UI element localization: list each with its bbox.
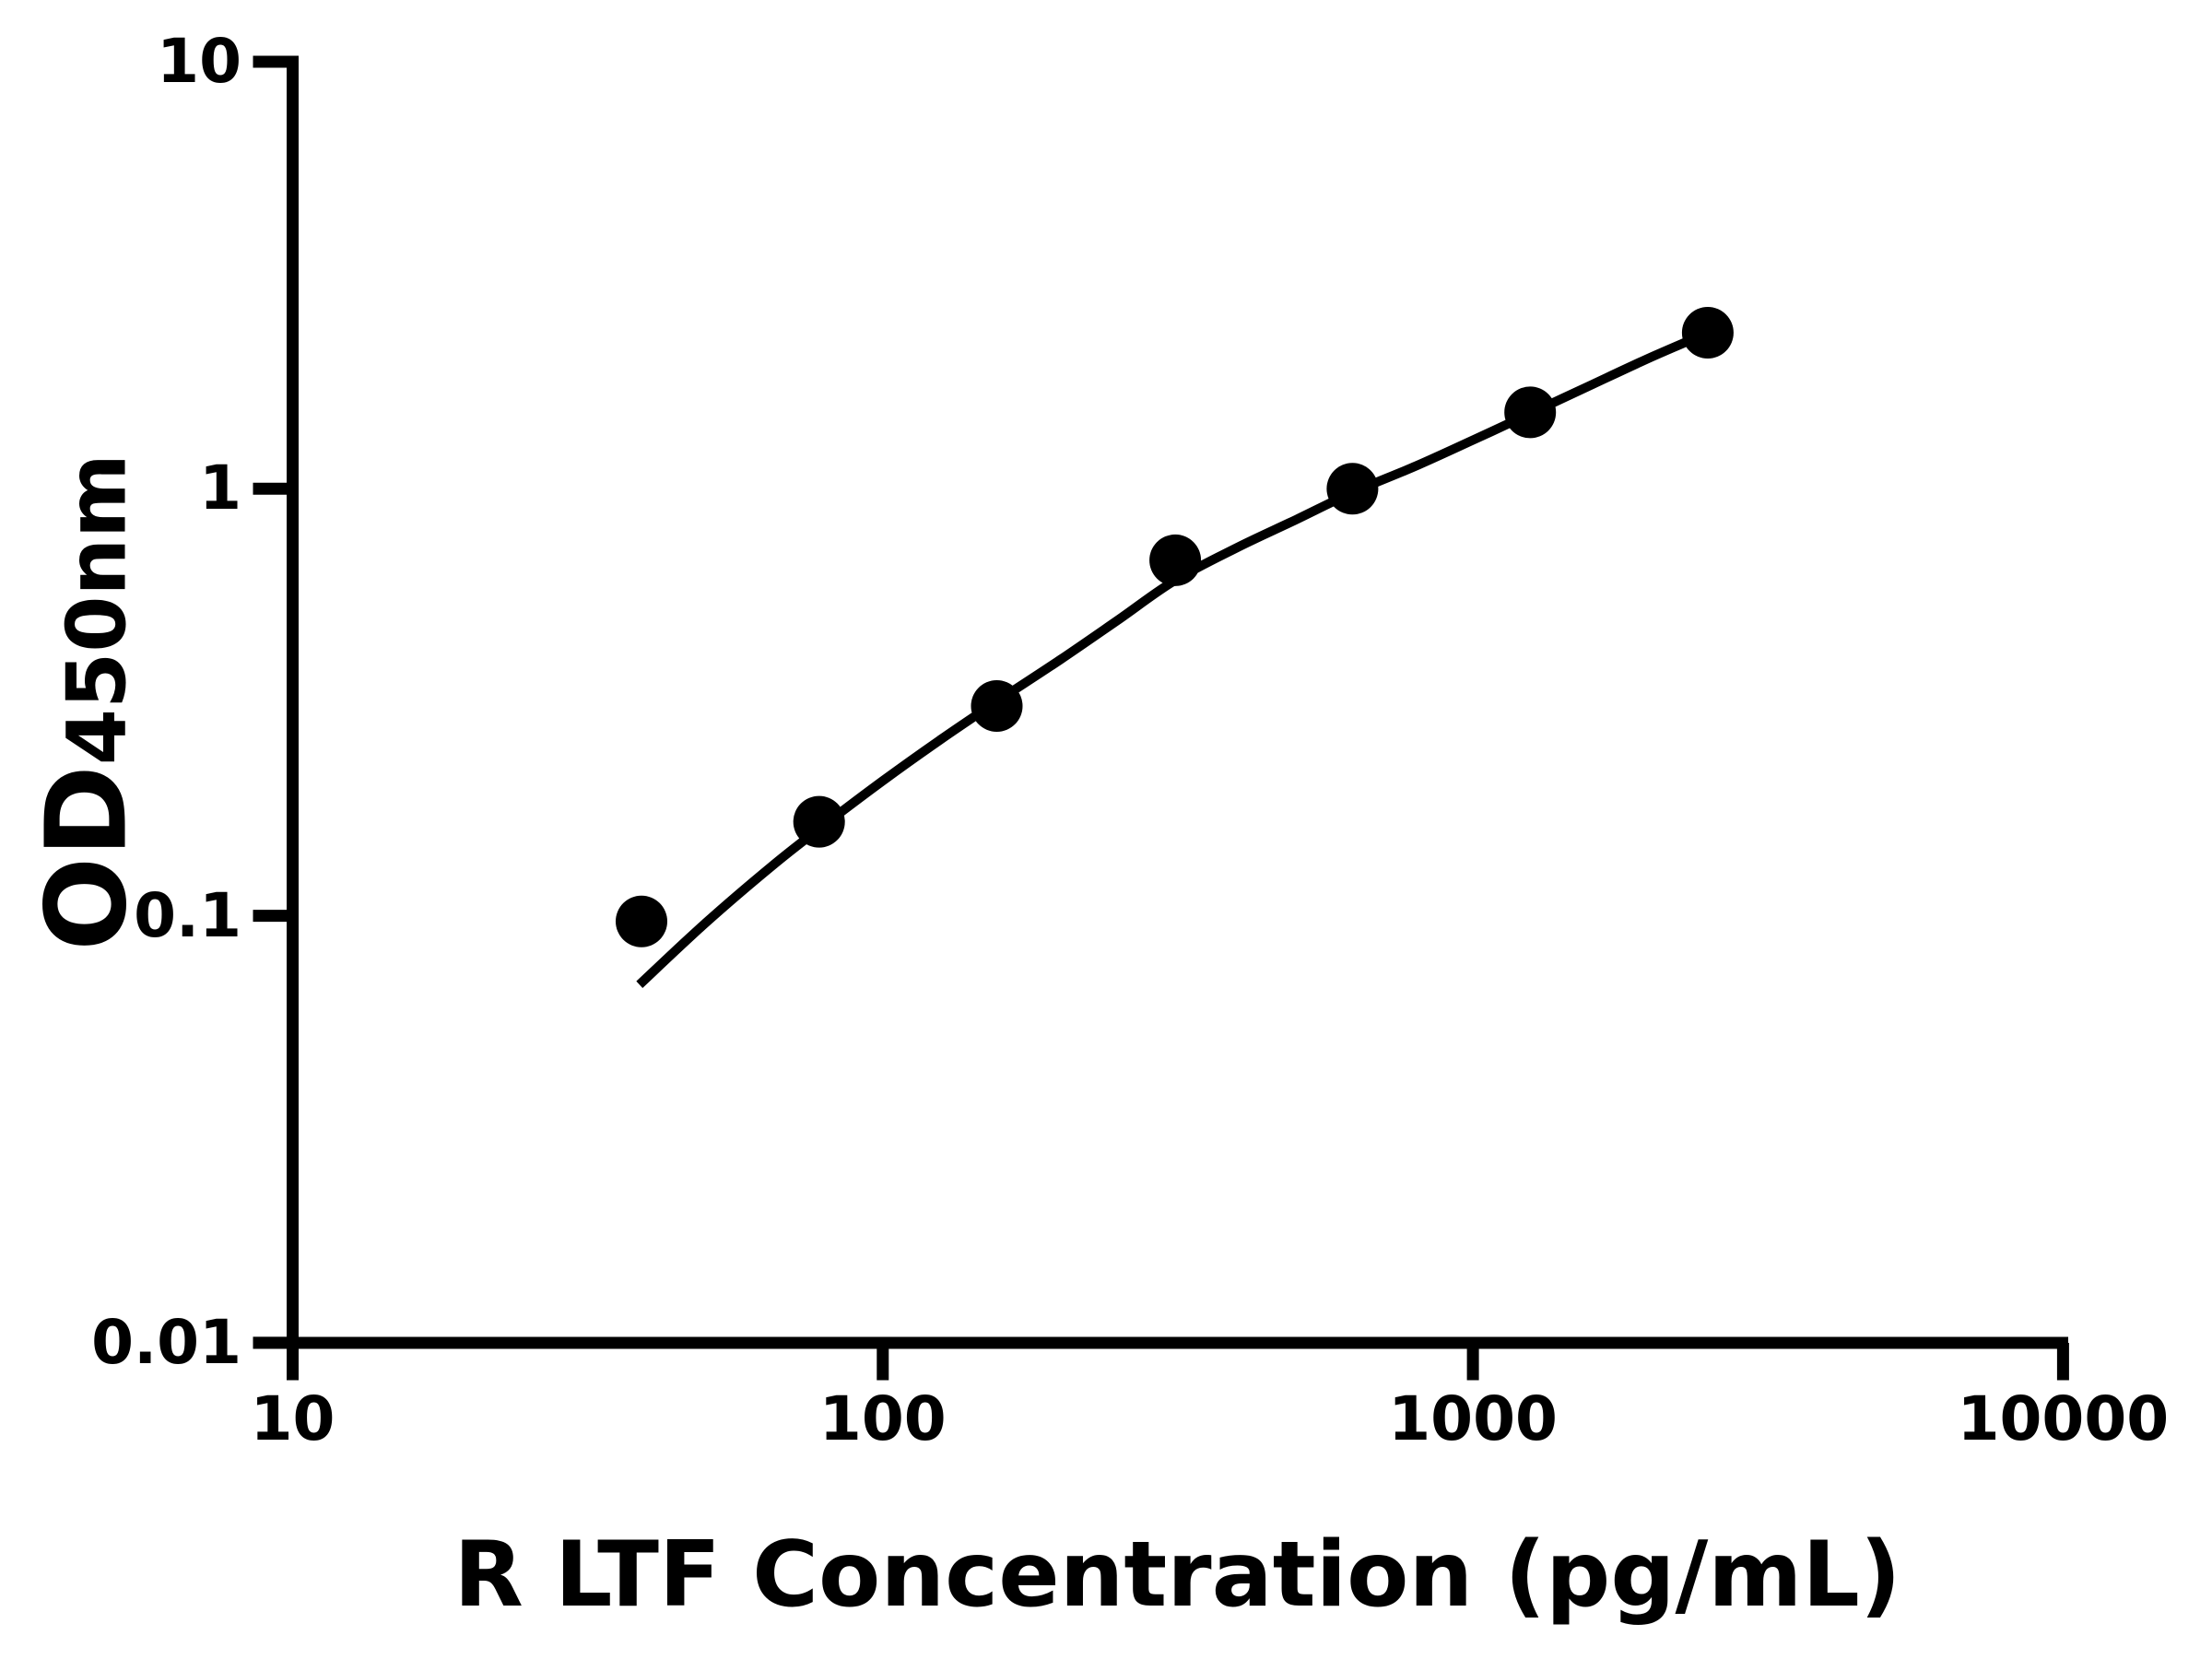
- y-tick-label: 1: [199, 453, 241, 524]
- y-tick-label: 10: [157, 26, 241, 97]
- data-point: [971, 680, 1023, 732]
- y-axis-title-main: OD: [23, 765, 152, 951]
- y-axis-title: OD450nm: [24, 453, 152, 951]
- x-tick-label: 1000: [1388, 1383, 1558, 1454]
- y-axis-title-subscript: 450nm: [49, 453, 145, 766]
- data-point: [1326, 463, 1379, 515]
- data-point: [1149, 534, 1202, 586]
- data-point: [616, 895, 667, 947]
- x-axis-title: R LTF Concentration (pg/mL): [453, 1523, 1901, 1628]
- x-tick-label: 100: [818, 1383, 947, 1454]
- data-point: [793, 795, 845, 848]
- axes: [253, 55, 2069, 1381]
- data-point: [1681, 307, 1734, 359]
- x-tick-label: 10: [250, 1383, 335, 1454]
- data-points: [616, 307, 1734, 947]
- y-tick-label: 0.1: [134, 879, 241, 951]
- data-point: [1504, 386, 1557, 439]
- x-tick-label: 10000: [1957, 1383, 2170, 1454]
- y-tick-label: 0.01: [91, 1306, 241, 1378]
